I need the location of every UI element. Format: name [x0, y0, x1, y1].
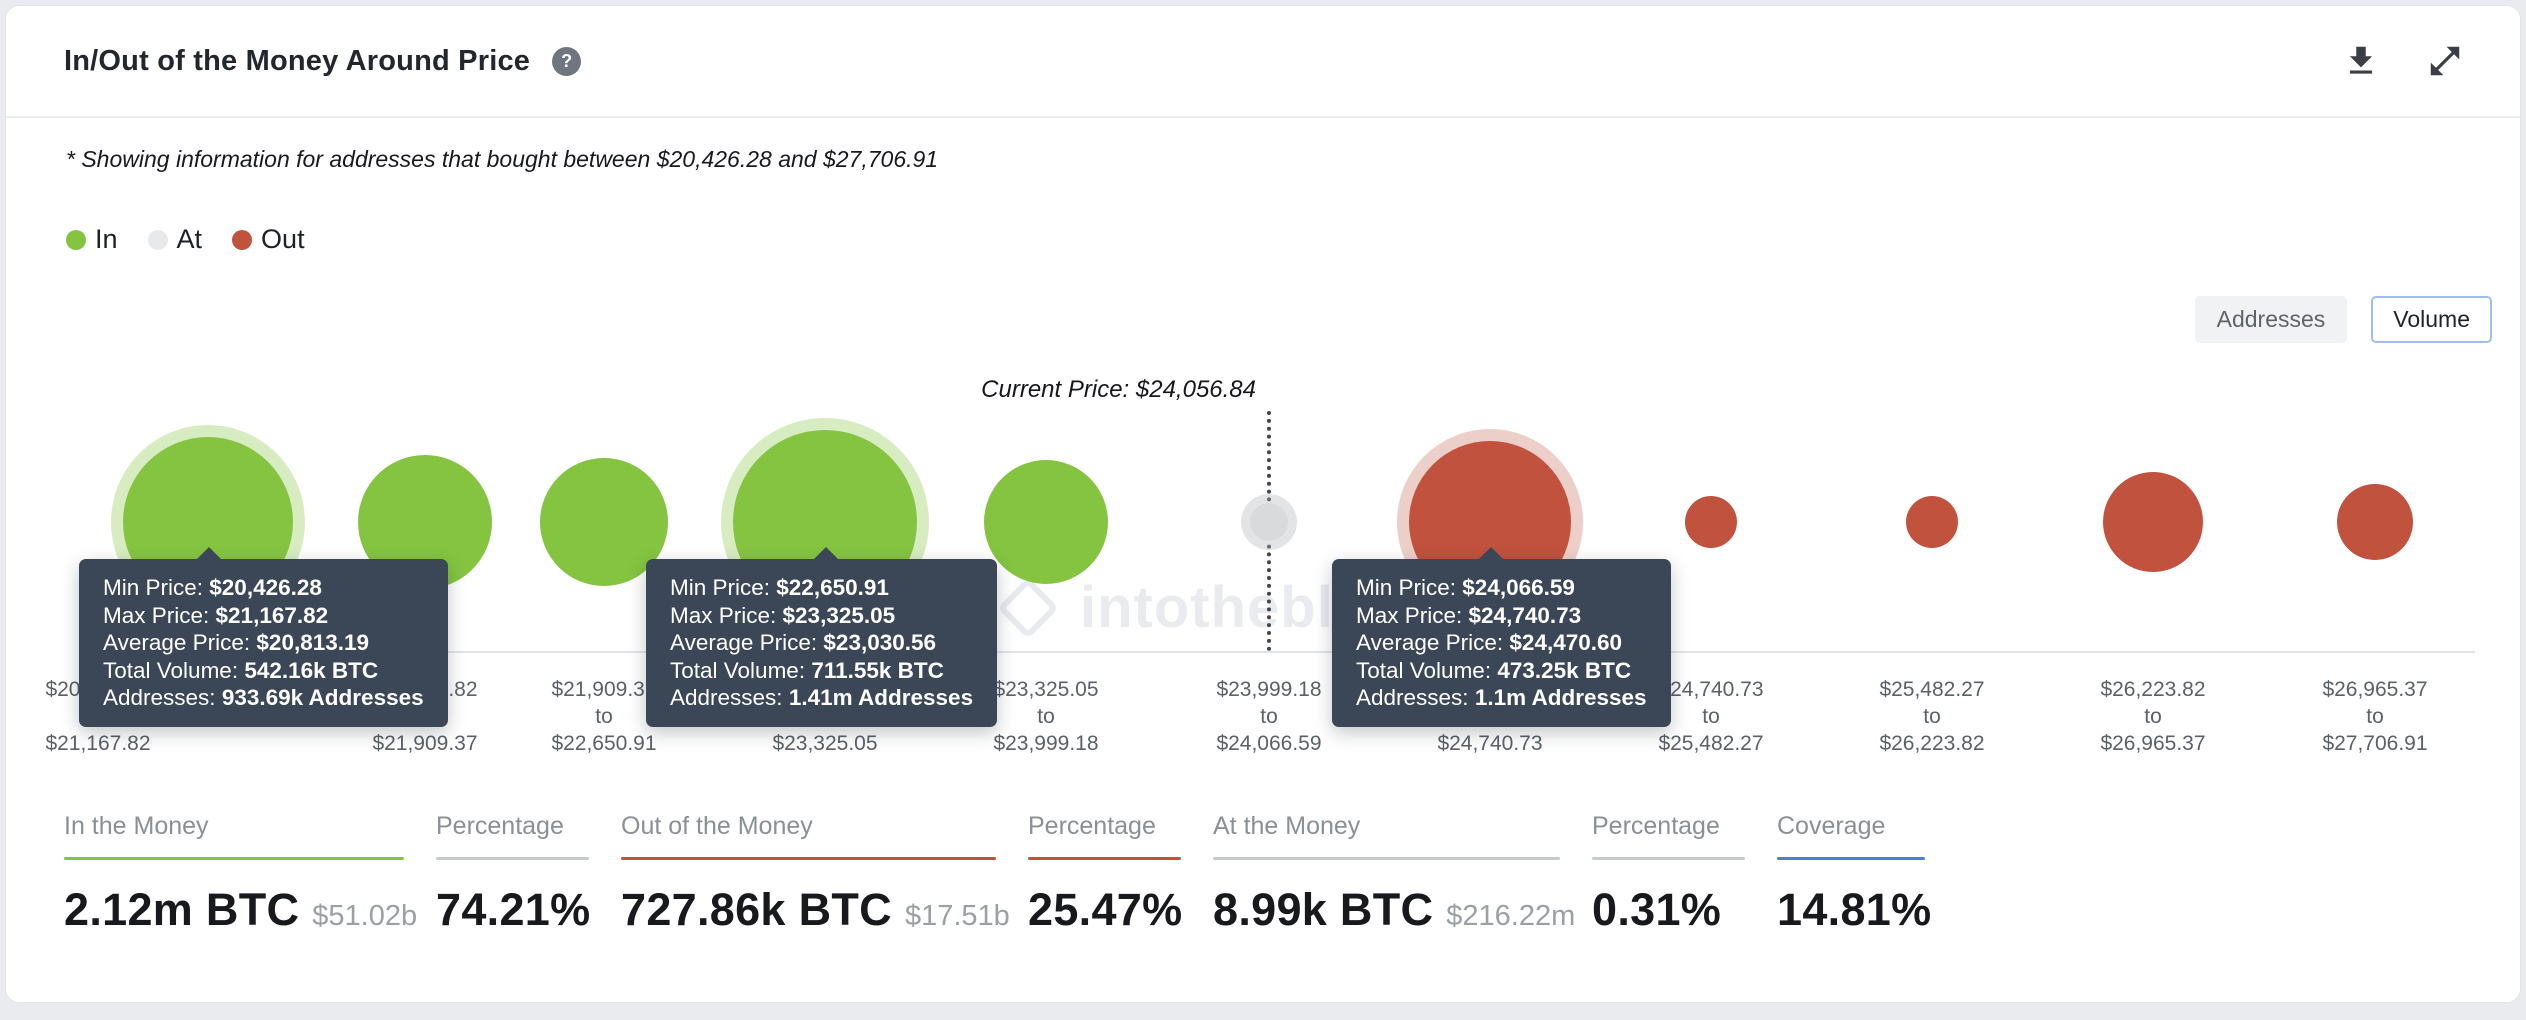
download-button[interactable] — [2342, 42, 2380, 80]
bubble-out-8[interactable] — [1685, 496, 1737, 548]
summary-accent-line — [64, 857, 404, 860]
summary-value: 25.47% — [1028, 884, 1183, 935]
summary-bar: In the Money 2.12m BTC $51.02b Percentage… — [64, 812, 1931, 936]
tooltip-arrow-icon — [196, 547, 222, 560]
x-axis-label-6: $23,999.18 to $24,066.59 — [1216, 678, 1322, 755]
bubble-at-6[interactable] — [1250, 503, 1288, 541]
legend-label-out: Out — [261, 224, 305, 254]
help-icon[interactable]: ? — [552, 46, 582, 76]
summary-out-of-the-money: Out of the Money 727.86k BTC $17.51b — [621, 812, 1010, 936]
widget-header: In/Out of the Money Around Price ? — [6, 6, 2520, 118]
x-axis-label-11: $26,965.37 to $27,706.91 — [2322, 678, 2428, 755]
bubble-out-11[interactable] — [2337, 484, 2413, 560]
summary-label: In the Money — [64, 812, 209, 840]
bubble-out-10[interactable] — [2103, 472, 2203, 572]
legend-item-in[interactable]: In — [66, 224, 118, 255]
chart-baseline — [91, 651, 2475, 653]
x-axis-label-9: $25,482.27 to $26,223.82 — [1879, 678, 1985, 755]
summary-value: 8.99k BTC — [1213, 884, 1434, 935]
summary-label: Percentage — [436, 812, 564, 840]
summary-at-the-money: At the Money 8.99k BTC $216.22m — [1213, 812, 1575, 936]
legend-label-at: At — [176, 224, 203, 254]
summary-secondary-value: $51.02b — [312, 900, 418, 932]
legend-item-out[interactable]: Out — [232, 224, 305, 255]
intotheblock-logo-icon — [996, 576, 1060, 639]
summary-label: Out of the Money — [621, 812, 813, 840]
summary-value: 2.12m BTC — [64, 884, 300, 935]
summary-accent-line — [436, 857, 589, 860]
summary-accent-line — [621, 857, 996, 860]
summary-in-the-money: In the Money 2.12m BTC $51.02b — [64, 812, 417, 936]
range-note: * Showing information for addresses that… — [66, 146, 939, 172]
tooltip-bucket-4: Min Price: $22,650.91 Max Price: $23,325… — [646, 547, 998, 727]
in-out-money-widget: In/Out of the Money Around Price ? * Sho… — [5, 5, 2521, 1003]
summary-out-percentage: Percentage 25.47% — [1028, 812, 1183, 936]
x-axis-label-5: $23,325.05 to $23,999.18 — [993, 678, 1099, 755]
summary-coverage: Coverage 14.81% — [1777, 812, 1931, 936]
summary-in-percentage: Percentage 74.21% — [436, 812, 591, 936]
expand-button[interactable] — [2426, 42, 2464, 80]
out-dot-icon — [232, 229, 253, 250]
summary-accent-line — [1592, 857, 1745, 860]
view-toggle: Addresses Volume — [2194, 296, 2492, 344]
tooltip-bucket-1: Min Price: $20,426.28 Max Price: $21,167… — [79, 547, 448, 727]
addresses-toggle-button[interactable]: Addresses — [2194, 296, 2348, 344]
summary-accent-line — [1777, 857, 1925, 860]
tooltip-bucket-7: Min Price: $24,066.59 Max Price: $24,740… — [1332, 547, 1671, 727]
bubble-out-9[interactable] — [1906, 496, 1958, 548]
bubble-in-5[interactable] — [984, 460, 1108, 584]
summary-value: 14.81% — [1777, 884, 1932, 935]
summary-value: 74.21% — [436, 884, 591, 935]
summary-accent-line — [1028, 857, 1181, 860]
download-icon — [2349, 46, 2373, 74]
summary-at-percentage: Percentage 0.31% — [1592, 812, 1745, 936]
summary-secondary-value: $216.22m — [1446, 900, 1576, 932]
summary-label: Percentage — [1028, 812, 1156, 840]
volume-toggle-button[interactable]: Volume — [2371, 296, 2492, 344]
summary-value: 0.31% — [1592, 884, 1722, 935]
summary-label: Percentage — [1592, 812, 1720, 840]
in-dot-icon — [66, 229, 86, 250]
tooltip-arrow-icon — [813, 547, 839, 560]
legend: In At Out — [66, 224, 305, 255]
summary-label: Coverage — [1777, 812, 1886, 840]
x-axis-label-8: $24,740.73 to $25,482.27 — [1658, 678, 1764, 755]
legend-item-at[interactable]: At — [147, 224, 203, 255]
widget-title: In/Out of the Money Around Price — [64, 44, 531, 77]
summary-value: 727.86k BTC — [621, 884, 892, 935]
summary-label: At the Money — [1213, 812, 1361, 840]
at-dot-icon — [147, 229, 168, 250]
summary-secondary-value: $17.51b — [904, 900, 1010, 932]
x-axis-label-10: $26,223.82 to $26,965.37 — [2100, 678, 2206, 755]
current-price-label: Current Price: $24,056.84 — [981, 376, 1256, 403]
legend-label-in: In — [95, 224, 118, 254]
expand-icon — [2430, 46, 2460, 76]
tooltip-arrow-icon — [1478, 547, 1504, 560]
summary-accent-line — [1213, 857, 1560, 860]
x-axis-label-3: $21,909.37 to $22,650.91 — [551, 678, 657, 755]
